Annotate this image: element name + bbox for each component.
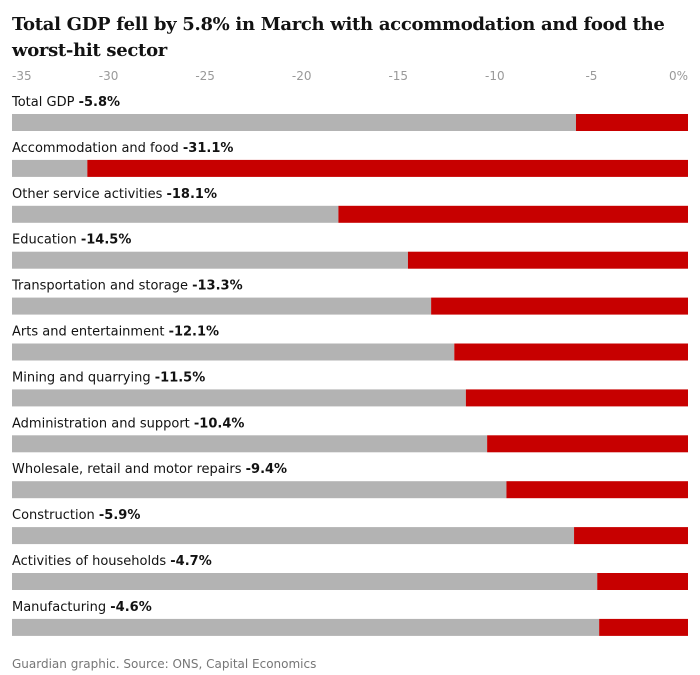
value-bar [431,297,688,315]
category-name: Total GDP [11,95,79,110]
category-label: Other service activities -18.1% [12,187,217,202]
value-label: -13.3% [192,279,243,294]
remainder-bar [12,251,408,269]
x-tick-label: -35 [12,69,32,83]
value-label: -14.5% [81,233,132,248]
value-label: -31.1% [183,141,234,156]
category-name: Construction [12,508,99,523]
value-label: -5.8% [79,95,120,110]
remainder-bar [12,527,575,545]
x-tick-label: -30 [99,69,119,83]
remainder-bar [12,159,88,177]
value-bar [465,389,688,407]
category-name: Other service activities [12,187,166,202]
category-label: Administration and support -10.4% [12,416,244,431]
value-bar [575,114,688,131]
x-tick-label: 0% [669,69,688,83]
remainder-bar [12,481,507,499]
value-label: -18.1% [166,187,217,202]
remainder-bar [12,389,466,407]
category-name: Transportation and storage [11,279,192,294]
remainder-bar [12,343,455,361]
value-label: -11.5% [155,370,206,385]
remainder-bar [12,618,600,636]
remainder-bar [12,435,488,453]
value-bar [338,205,688,223]
value-bar [506,481,688,499]
value-bar [87,159,689,177]
chart-title: Total GDP fell by 5.8% in March with acc… [12,14,665,61]
remainder-bar [12,573,598,590]
value-label: -10.4% [194,416,245,431]
x-tick-label: -5 [585,69,597,83]
category-label: Arts and entertainment -12.1% [12,325,219,340]
value-label: -4.7% [170,554,211,569]
bar-rows: Total GDP -5.8% Accommodation and food -3… [11,95,689,636]
x-axis-ticks: -35 -30 -25 -20 -15 -10 -5 0% [12,69,688,83]
remainder-bar [12,114,576,131]
category-name: Administration and support [12,416,194,431]
value-bar [597,573,688,590]
value-bar [574,527,688,545]
value-bar [599,618,688,636]
remainder-bar [12,297,432,315]
value-bar [487,435,688,453]
category-label: Transportation and storage -13.3% [11,279,243,294]
value-label: -5.9% [99,508,140,523]
remainder-bar [12,205,339,223]
category-name: Arts and entertainment [12,325,169,340]
value-label: -4.6% [110,600,151,615]
x-tick-label: -20 [292,69,312,83]
category-label: Mining and quarrying -11.5% [12,370,205,385]
category-name: Manufacturing [12,600,110,615]
category-label: Total GDP -5.8% [11,95,120,110]
category-name: Accommodation and food [12,141,183,156]
x-tick-label: -25 [195,69,215,83]
category-name: Activities of households [12,554,170,569]
category-label: Education -14.5% [12,233,131,248]
category-name: Education [12,233,81,248]
category-label: Accommodation and food -31.1% [12,141,233,156]
x-tick-label: -15 [388,69,408,83]
category-label: Manufacturing -4.6% [12,600,152,615]
category-label: Activities of households -4.7% [12,554,212,569]
category-label: Construction -5.9% [12,508,140,523]
category-label: Wholesale, retail and motor repairs -9.4… [12,462,287,477]
value-bar [454,343,688,361]
category-name: Wholesale, retail and motor repairs [12,462,246,477]
value-bar [407,251,688,269]
x-tick-label: -10 [485,69,505,83]
value-label: -9.4% [246,462,287,477]
source-note: Guardian graphic. Source: ONS, Capital E… [12,657,317,671]
category-name: Mining and quarrying [12,370,155,385]
value-label: -12.1% [169,325,220,340]
